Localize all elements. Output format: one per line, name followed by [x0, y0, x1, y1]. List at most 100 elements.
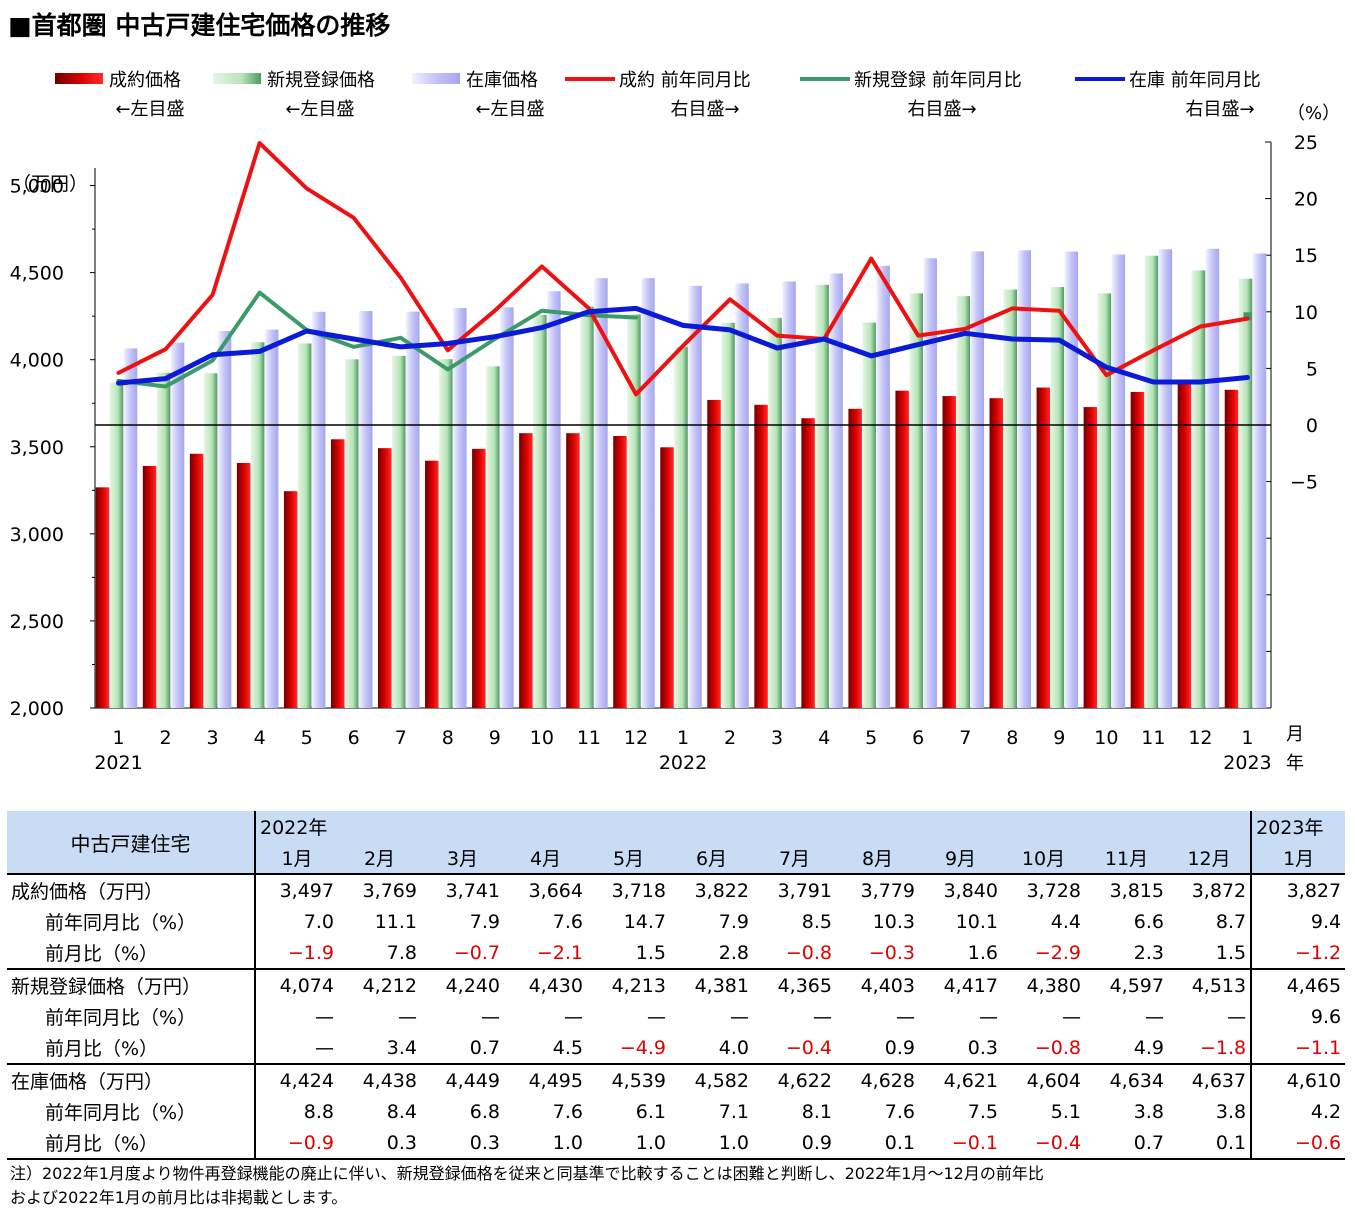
table-cell: 0.9: [836, 1032, 919, 1065]
table-row-label: 新規登録価格（万円）: [11, 976, 202, 998]
table-month-header: 9月: [919, 842, 1002, 874]
table-cell: 3,840: [919, 873, 1002, 906]
table-cell: 6.6: [1133, 910, 1164, 933]
table-cell: 4,240: [445, 974, 500, 997]
table-cell: 3,718: [587, 873, 670, 906]
left-axis-tick-label: 5,000: [10, 176, 64, 198]
legend-sublabel: 右目盛→: [1185, 99, 1254, 120]
table-cell: 9.4: [1250, 906, 1346, 937]
table-cell: 2.8: [670, 937, 753, 970]
bar-seiyaku: [707, 399, 721, 708]
table-cell: 1.0: [504, 1127, 587, 1160]
x-year-label: 2023: [1223, 752, 1271, 774]
legend-label: 成約価格: [109, 70, 181, 91]
table-cell: −4.9: [587, 1032, 670, 1065]
bar-seiyaku: [378, 448, 392, 708]
table-cell: 8.5: [801, 910, 832, 933]
table-row-label: 前月比（%）: [7, 1127, 255, 1160]
table-row: 在庫価格（万円） 4,424 4,438 4,449 4,495 4,539 4,582 4,…: [7, 1064, 1346, 1096]
left-axis-tick-label: 2,500: [10, 611, 64, 633]
x-month-label: 10: [1094, 727, 1118, 749]
bar-zaiko: [500, 307, 514, 708]
table-row-label: 前年同月比（%）: [45, 1102, 197, 1124]
table-month-header: 8月: [836, 842, 919, 874]
bar-shinki: [486, 366, 500, 708]
table-cell: 1.0: [587, 1127, 670, 1160]
table-cell: −0.3: [836, 937, 919, 970]
bar-shinki: [674, 346, 688, 708]
bar-zaiko: [594, 278, 608, 708]
table-cell: 3,822: [670, 873, 753, 906]
left-axis-tick-label: 2,000: [10, 698, 64, 720]
table-cell: −0.9: [254, 1127, 338, 1160]
legend-label: 在庫 前年同月比: [1129, 70, 1261, 91]
right-axis-tick-label: 0: [1306, 415, 1318, 437]
table-cell: 0.1: [836, 1127, 919, 1160]
table-cell: −0.4: [753, 1032, 836, 1065]
table-cell: 3,815: [1085, 873, 1168, 906]
x-month-suffix: 月: [1286, 724, 1304, 745]
bar-seiyaku: [142, 465, 157, 708]
bar-shinki: [297, 343, 312, 708]
table-cell: 7.1: [718, 1100, 749, 1123]
bar-zaiko: [1158, 249, 1173, 709]
price-table-container: 中古戸建住宅 2022年 2023年 1月 2月 3月 4月 5月 6月 7月 8月 9月 10月 11月…: [7, 811, 1346, 1160]
bar-shinki: [156, 372, 171, 708]
table-cell: 7.8: [338, 937, 421, 970]
chart-title: ■首都圏 中古戸建住宅価格の推移: [8, 11, 391, 40]
x-month-label: 7: [395, 727, 407, 749]
legend-sublabel: ←左目盛: [285, 99, 354, 120]
line-zaiko-yoy: [116, 305, 1250, 386]
table-cell: 4,621: [943, 1069, 998, 1092]
table-cell: 7.9: [718, 910, 749, 933]
left-axis-unit: （万円）: [12, 173, 88, 195]
bar-shinki: [862, 322, 876, 708]
point-shinki-yoy: [1243, 312, 1252, 321]
table-cell: —: [398, 1005, 417, 1028]
x-month-label: 1: [112, 727, 124, 749]
bar-zaiko: [970, 251, 984, 708]
x-month-label: 11: [577, 727, 601, 749]
bar-zaiko: [641, 278, 655, 708]
table-cell: 0.3: [919, 1032, 1002, 1065]
table-cell: 0.7: [1085, 1127, 1168, 1160]
table-cell: 8.4: [386, 1100, 417, 1123]
bar-zaiko: [876, 265, 890, 708]
table-cell: 1.5: [1168, 937, 1252, 970]
bar-zaiko: [1111, 254, 1126, 708]
bar-shinki: [203, 373, 218, 708]
table-cell: 4.9: [1085, 1032, 1168, 1065]
table-cell: −0.8: [753, 937, 836, 970]
x-month-label: 3: [207, 727, 219, 749]
x-month-label: 5: [865, 727, 877, 749]
table-cell: —: [647, 1005, 666, 1028]
table-cell: 4.0: [670, 1032, 753, 1065]
bar-shinki: [109, 382, 124, 708]
bar-seiyaku: [660, 447, 674, 708]
bar-seiyaku: [1036, 387, 1051, 708]
bar-seiyaku: [519, 433, 533, 708]
bar-shinki: [1003, 289, 1018, 708]
bar-zaiko: [1017, 250, 1032, 709]
table-cell: 4,628: [860, 1069, 915, 1092]
table-cell: —: [813, 1005, 832, 1028]
bar-zaiko: [123, 348, 138, 708]
bar-zaiko: [264, 329, 279, 708]
table-cell: 4,449: [445, 1069, 500, 1092]
table-cell: 1.5: [587, 937, 670, 970]
bar-shinki: [1191, 270, 1206, 708]
table-cell: 4,403: [860, 974, 915, 997]
bar-seiyaku: [989, 398, 1004, 708]
bar-shinki: [815, 284, 829, 708]
table-row: 前年同月比（%） 8.8 8.4 6.8 7.6 6.1 7.1 8.1 7.6 7.5 5.1 3.…: [7, 1096, 1346, 1127]
table-cell: —: [896, 1005, 915, 1028]
bar-shinki: [1238, 278, 1253, 708]
footnote-line-2: および2022年1月の前月比は非掲載とします。: [10, 1188, 348, 1207]
bar-shinki: [1050, 287, 1065, 708]
table-cell: −0.4: [1002, 1127, 1085, 1160]
table-cell: 8.8: [254, 1096, 338, 1127]
x-year-suffix: 年: [1286, 753, 1304, 774]
table-cell: 4,074: [254, 969, 338, 1001]
bar-seiyaku: [472, 448, 486, 708]
table-cell: −0.6: [1250, 1127, 1346, 1160]
